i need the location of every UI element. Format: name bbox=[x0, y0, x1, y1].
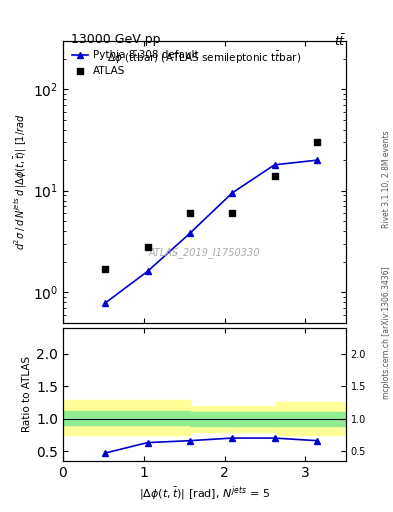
Legend: Pythia 8.308 default, ATLAS: Pythia 8.308 default, ATLAS bbox=[68, 46, 203, 80]
Text: 13000 GeV pp: 13000 GeV pp bbox=[71, 33, 160, 46]
Text: $t\bar{t}$: $t\bar{t}$ bbox=[334, 33, 346, 49]
ATLAS bbox=[187, 209, 193, 217]
ATLAS bbox=[314, 138, 320, 146]
Line: Pythia 8.308 default: Pythia 8.308 default bbox=[102, 157, 320, 307]
Pythia 8.308 default bbox=[103, 300, 108, 306]
Pythia 8.308 default bbox=[230, 190, 235, 196]
Text: ATLAS_2019_I1750330: ATLAS_2019_I1750330 bbox=[149, 247, 260, 258]
X-axis label: $|\Delta\phi(t,\bar{t})|$ [rad], $N^{jets}$ = 5: $|\Delta\phi(t,\bar{t})|$ [rad], $N^{jet… bbox=[139, 485, 270, 503]
Pythia 8.308 default bbox=[314, 157, 319, 163]
ATLAS bbox=[229, 209, 235, 217]
Y-axis label: Ratio to ATLAS: Ratio to ATLAS bbox=[22, 356, 32, 432]
Text: $\Delta\phi$ (t$\bar{t}$bar) (ATLAS semileptonic t$\bar{t}$bar): $\Delta\phi$ (t$\bar{t}$bar) (ATLAS semi… bbox=[107, 50, 301, 66]
Pythia 8.308 default bbox=[272, 162, 277, 168]
ATLAS bbox=[102, 265, 108, 273]
Pythia 8.308 default bbox=[145, 268, 150, 274]
Text: mcplots.cern.ch [arXiv:1306.3436]: mcplots.cern.ch [arXiv:1306.3436] bbox=[382, 266, 391, 399]
ATLAS bbox=[272, 172, 278, 180]
ATLAS bbox=[144, 243, 151, 251]
Pythia 8.308 default bbox=[187, 230, 192, 237]
Y-axis label: $d^2\sigma\,/\,d\,N^{jets}\,d\,|\Delta\phi(t,\bar{t})|\,\,[1/rad$: $d^2\sigma\,/\,d\,N^{jets}\,d\,|\Delta\p… bbox=[13, 114, 29, 250]
Text: Rivet 3.1.10, 2.8M events: Rivet 3.1.10, 2.8M events bbox=[382, 131, 391, 228]
